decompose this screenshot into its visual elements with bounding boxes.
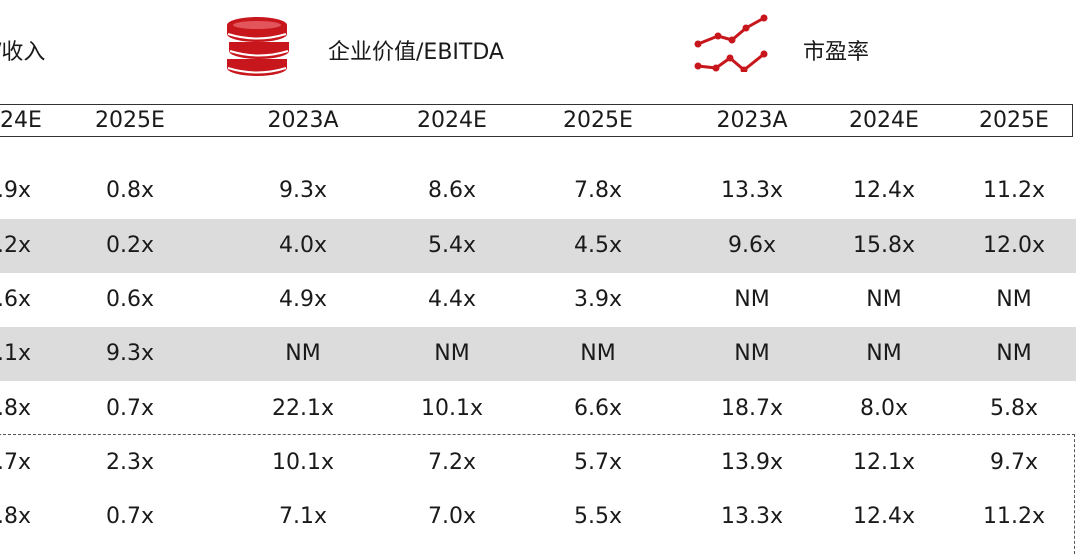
table-cell: 10.1x [420,396,484,421]
table-cell: .8x [0,396,32,421]
year-label: 2023A [716,108,788,133]
table-cell: 5.8x [989,396,1039,421]
table-cell: 0.6x [105,287,155,312]
year-label: 2023A [267,108,339,133]
table-cell: .1x [0,341,32,366]
table-cell: 11.2x [982,504,1046,529]
line-chart-icon [694,14,768,72]
table-cell: .9x [0,178,32,203]
table-cell: 4.4x [427,287,477,312]
table-cell: NM [580,341,616,366]
table-cell: 13.9x [720,450,784,475]
table-cell: 5.5x [573,504,623,529]
row-band-2 [0,219,1076,273]
table-cell: NM [866,287,902,312]
row-band-4 [0,327,1076,381]
table-cell: .2x [0,233,32,258]
header-ev-ebitda: 企业价值/EBITDA [328,40,504,65]
table-cell: 6.6x [573,396,623,421]
table-cell: 7.0x [427,504,477,529]
table-cell: 15.8x [852,233,916,258]
table-cell: 10.1x [271,450,335,475]
year-label: 2025E [95,108,165,133]
year-header-bar [0,104,1073,137]
table-cell: 9.3x [105,341,155,366]
table-cell: 9.7x [989,450,1039,475]
table-cell: 0.7x [105,396,155,421]
table-cell: 8.0x [859,396,909,421]
table-cell: NM [734,341,770,366]
table-cell: 4.5x [573,233,623,258]
table-cell: 12.0x [982,233,1046,258]
table-cell: 11.2x [982,178,1046,203]
table-cell: NM [285,341,321,366]
table-cell: 0.2x [105,233,155,258]
table-cell: .8x [0,504,32,529]
year-label: 2025E [979,108,1049,133]
table-cell: NM [996,341,1032,366]
table-cell: 12.4x [852,504,916,529]
table-cell: 22.1x [271,396,335,421]
year-label: 024E [0,108,42,133]
table-cell: 0.7x [105,504,155,529]
table-cell: 18.7x [720,396,784,421]
table-cell: 2.3x [105,450,155,475]
highlight-box [0,434,1075,554]
table-cell: 5.7x [573,450,623,475]
header-pe: 市盈率 [803,40,870,65]
table-cell: 7.1x [278,504,328,529]
header-revenue: /收入 [0,40,46,65]
table-cell: 4.0x [278,233,328,258]
table-cell: 7.2x [427,450,477,475]
year-label: 2024E [849,108,919,133]
year-label: 2024E [417,108,487,133]
table-cell: 7.8x [573,178,623,203]
table-cell: 3.9x [573,287,623,312]
table-cell: 9.6x [727,233,777,258]
table-cell: NM [866,341,902,366]
table-cell: 5.4x [427,233,477,258]
table-cell: 8.6x [427,178,477,203]
table-cell: 0.8x [105,178,155,203]
table-cell: 12.4x [852,178,916,203]
table-cell: NM [996,287,1032,312]
coin-stack-icon [227,17,289,76]
table-cell: NM [434,341,470,366]
table-cell: 13.3x [720,178,784,203]
table-cell: 9.3x [278,178,328,203]
table-cell: 12.1x [852,450,916,475]
table-cell: 4.9x [278,287,328,312]
table-cell: .7x [0,450,32,475]
table-cell: .6x [0,287,32,312]
year-label: 2025E [563,108,633,133]
table-cell: 13.3x [720,504,784,529]
table-cell: NM [734,287,770,312]
